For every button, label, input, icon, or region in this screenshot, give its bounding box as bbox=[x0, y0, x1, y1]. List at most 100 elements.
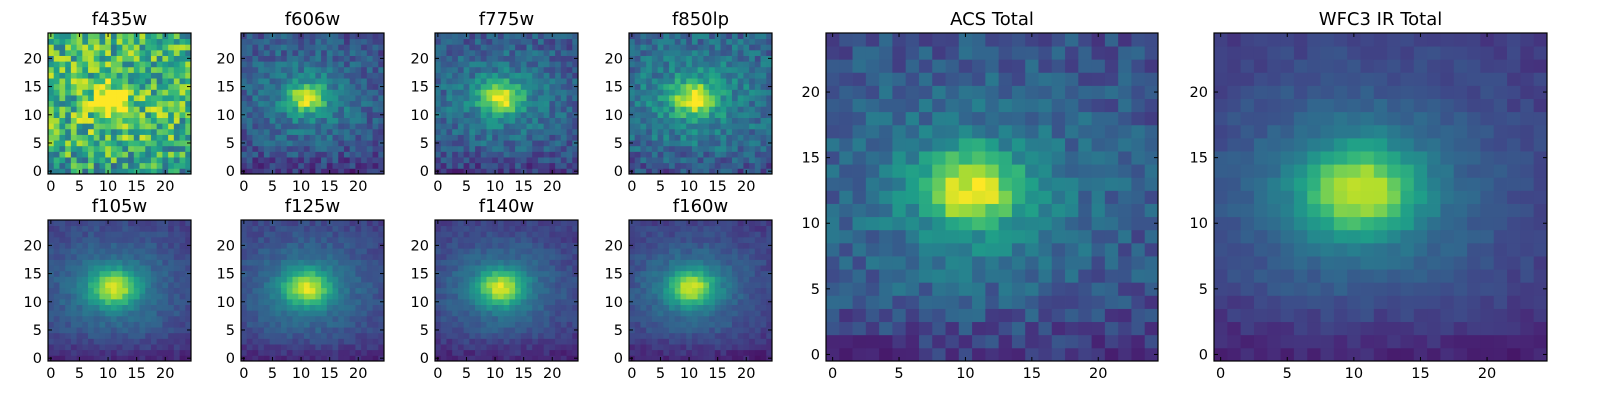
heatmap-cell bbox=[88, 162, 95, 169]
heatmap-cell bbox=[139, 95, 146, 102]
heatmap-cell bbox=[686, 55, 693, 62]
heatmap-cell bbox=[572, 72, 579, 79]
heatmap-cell bbox=[754, 95, 761, 102]
heatmap-cell bbox=[657, 89, 664, 96]
heatmap-cell bbox=[532, 72, 539, 79]
heatmap-cell bbox=[435, 89, 442, 96]
heatmap-cell bbox=[65, 145, 72, 152]
heatmap-cell bbox=[93, 236, 100, 243]
heatmap-cell bbox=[59, 248, 66, 255]
heatmap-cell bbox=[343, 259, 351, 266]
heatmap-cell bbox=[110, 338, 118, 345]
heatmap-cell bbox=[93, 61, 100, 68]
heatmap-cell bbox=[281, 83, 288, 90]
heatmap-cell bbox=[281, 162, 288, 169]
heatmap-cell bbox=[486, 38, 493, 45]
heatmap-cell bbox=[246, 78, 253, 85]
heatmap-cell bbox=[332, 225, 339, 232]
heatmap-cell bbox=[332, 145, 339, 152]
heatmap-cell bbox=[361, 38, 368, 45]
heatmap-cell bbox=[343, 248, 351, 255]
heatmap-cell bbox=[703, 157, 710, 164]
heatmap-cell bbox=[492, 140, 499, 147]
heatmap-cell bbox=[526, 55, 533, 62]
heatmap-cell bbox=[731, 95, 739, 102]
heatmap-cell bbox=[179, 355, 186, 362]
heatmap-cell bbox=[440, 83, 447, 90]
heatmap-cell bbox=[634, 355, 641, 362]
heatmap-cell bbox=[315, 355, 322, 362]
heatmap-cell bbox=[116, 100, 123, 107]
heatmap-cell bbox=[720, 61, 727, 68]
heatmap-cell bbox=[361, 248, 368, 255]
heatmap-cell bbox=[105, 293, 112, 300]
heatmap-cell bbox=[332, 55, 339, 62]
heatmap-cell bbox=[349, 151, 356, 158]
heatmap-cell bbox=[731, 72, 739, 79]
heatmap-cell bbox=[503, 259, 510, 266]
heatmap-cell bbox=[343, 298, 351, 305]
heatmap-cell bbox=[76, 111, 83, 118]
heatmap-cell bbox=[475, 248, 482, 255]
heatmap-cell bbox=[486, 83, 493, 90]
heatmap-cell bbox=[515, 253, 522, 260]
heatmap-cell bbox=[480, 276, 487, 283]
heatmap-cell bbox=[669, 287, 676, 294]
heatmap-cell bbox=[315, 332, 322, 339]
heatmap-cell bbox=[179, 106, 186, 113]
heatmap-cell bbox=[372, 253, 379, 260]
heatmap-cell bbox=[640, 168, 647, 175]
heatmap-cell bbox=[179, 225, 186, 232]
heatmap-cell bbox=[714, 145, 721, 152]
heatmap-cell bbox=[549, 66, 556, 73]
heatmap-cell bbox=[452, 276, 459, 283]
heatmap-cell bbox=[315, 253, 322, 260]
heatmap-cell bbox=[526, 355, 533, 362]
heatmap-cell bbox=[156, 134, 163, 141]
heatmap-cell bbox=[435, 151, 442, 158]
heatmap-cell bbox=[173, 287, 180, 294]
heatmap-cell bbox=[321, 89, 328, 96]
heatmap-cell bbox=[185, 259, 192, 266]
heatmap-cell bbox=[105, 344, 112, 351]
heatmap-cell bbox=[99, 95, 106, 102]
heatmap-cell bbox=[526, 72, 533, 79]
heatmap-cell bbox=[720, 95, 727, 102]
heatmap-cell bbox=[731, 332, 739, 339]
heatmap-cell bbox=[349, 236, 356, 243]
heatmap-cell bbox=[162, 72, 169, 79]
heatmap-cell bbox=[463, 327, 470, 334]
heatmap-cell bbox=[275, 327, 282, 334]
heatmap-cell bbox=[241, 117, 248, 124]
heatmap-cell bbox=[435, 225, 442, 232]
heatmap-cell bbox=[446, 140, 453, 147]
heatmap-cell bbox=[532, 248, 539, 255]
heatmap-cell bbox=[48, 304, 55, 311]
heatmap-cell bbox=[185, 276, 192, 283]
heatmap-cell bbox=[629, 287, 636, 294]
heatmap-cell bbox=[640, 327, 647, 334]
heatmap-cell bbox=[298, 66, 305, 73]
heatmap-cell bbox=[263, 282, 270, 289]
heatmap-cell bbox=[749, 276, 756, 283]
heatmap-cell bbox=[754, 78, 761, 85]
heatmap-cell bbox=[520, 111, 527, 118]
heatmap-cell bbox=[349, 157, 356, 164]
heatmap-cell bbox=[697, 168, 704, 175]
heatmap-cell bbox=[93, 332, 100, 339]
heatmap-cell bbox=[162, 162, 169, 169]
heatmap-cell bbox=[150, 49, 158, 56]
heatmap-cell bbox=[674, 310, 681, 317]
heatmap-cell bbox=[122, 344, 129, 351]
heatmap-cell bbox=[275, 89, 282, 96]
heatmap-cell bbox=[99, 349, 106, 356]
heatmap-cell bbox=[139, 321, 146, 328]
heatmap-cell bbox=[70, 270, 77, 277]
heatmap-cell bbox=[566, 72, 573, 79]
heatmap-cell bbox=[241, 100, 248, 107]
heatmap-cell bbox=[281, 95, 288, 102]
heatmap-cell bbox=[252, 231, 259, 238]
heatmap-cell bbox=[338, 55, 345, 62]
heatmap-cell bbox=[709, 89, 716, 96]
heatmap-cell bbox=[65, 293, 72, 300]
